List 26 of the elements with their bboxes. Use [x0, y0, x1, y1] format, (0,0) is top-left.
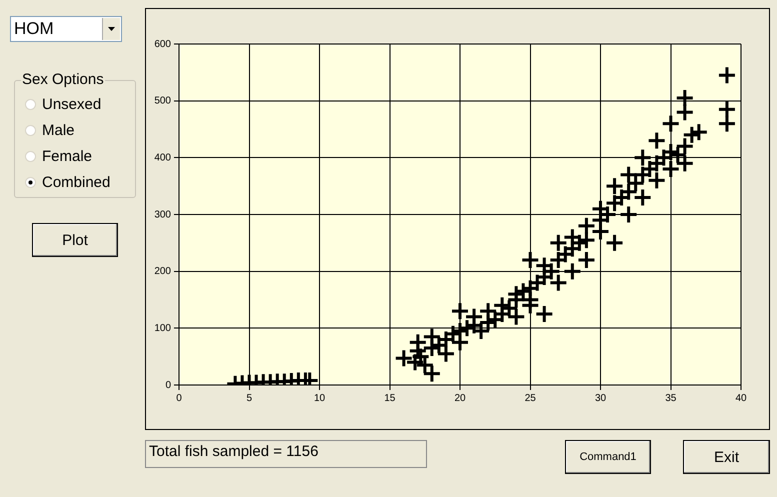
x-tick-label: 10: [314, 392, 326, 404]
x-tick-label: 35: [665, 392, 677, 404]
text: Unsexed: [42, 96, 102, 113]
x-tick-label: 0: [176, 392, 182, 404]
text: Total fish sampled = 1156: [145, 440, 427, 468]
text: Sex Options: [21, 71, 105, 88]
text: HOM: [14, 19, 54, 39]
text: Plot: [32, 223, 118, 257]
x-tick-label: 15: [384, 392, 396, 404]
y-tick-label: 300: [154, 209, 172, 220]
text: Combined: [42, 174, 110, 191]
y-tick-label: 400: [154, 152, 172, 164]
y-tick-label: 200: [154, 266, 172, 278]
text: Command1: [565, 440, 651, 474]
y-tick-label: 0: [165, 380, 172, 391]
x-tick-label: 5: [246, 392, 252, 404]
x-tick-label: 20: [454, 392, 466, 404]
y-tick-label: 100: [154, 322, 172, 334]
x-tick-label: 25: [524, 392, 536, 404]
x-tick-label: 40: [735, 392, 747, 404]
text: Exit: [683, 440, 770, 474]
y-tick-label: 500: [154, 96, 172, 107]
x-tick-label: 30: [594, 392, 606, 404]
text: Female: [42, 148, 92, 165]
text: Male: [42, 122, 75, 139]
y-tick-label: 600: [154, 38, 172, 50]
